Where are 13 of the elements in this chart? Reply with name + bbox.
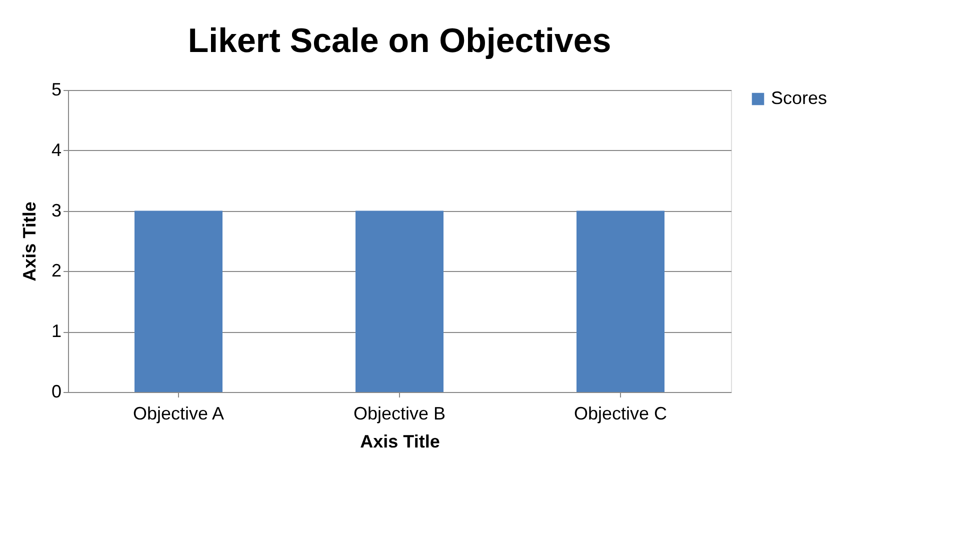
y-tick-label: 5 <box>51 80 62 100</box>
y-tick-label: 3 <box>51 200 62 220</box>
chart-title: Likert Scale on Objectives <box>188 22 612 60</box>
x-tick-label: Objective C <box>574 404 668 424</box>
y-tick-label: 4 <box>51 140 62 160</box>
x-tick-label: Objective B <box>353 404 446 424</box>
y-tick-label: 0 <box>51 382 62 402</box>
y-tick-label: 2 <box>51 260 62 281</box>
x-tick-label: Objective A <box>132 404 224 424</box>
y-tick-label: 1 <box>51 321 62 342</box>
y-axis-title: Axis Title <box>19 202 40 282</box>
x-axis-title: Axis Title <box>360 432 440 452</box>
legend-label: Scores <box>771 88 828 108</box>
